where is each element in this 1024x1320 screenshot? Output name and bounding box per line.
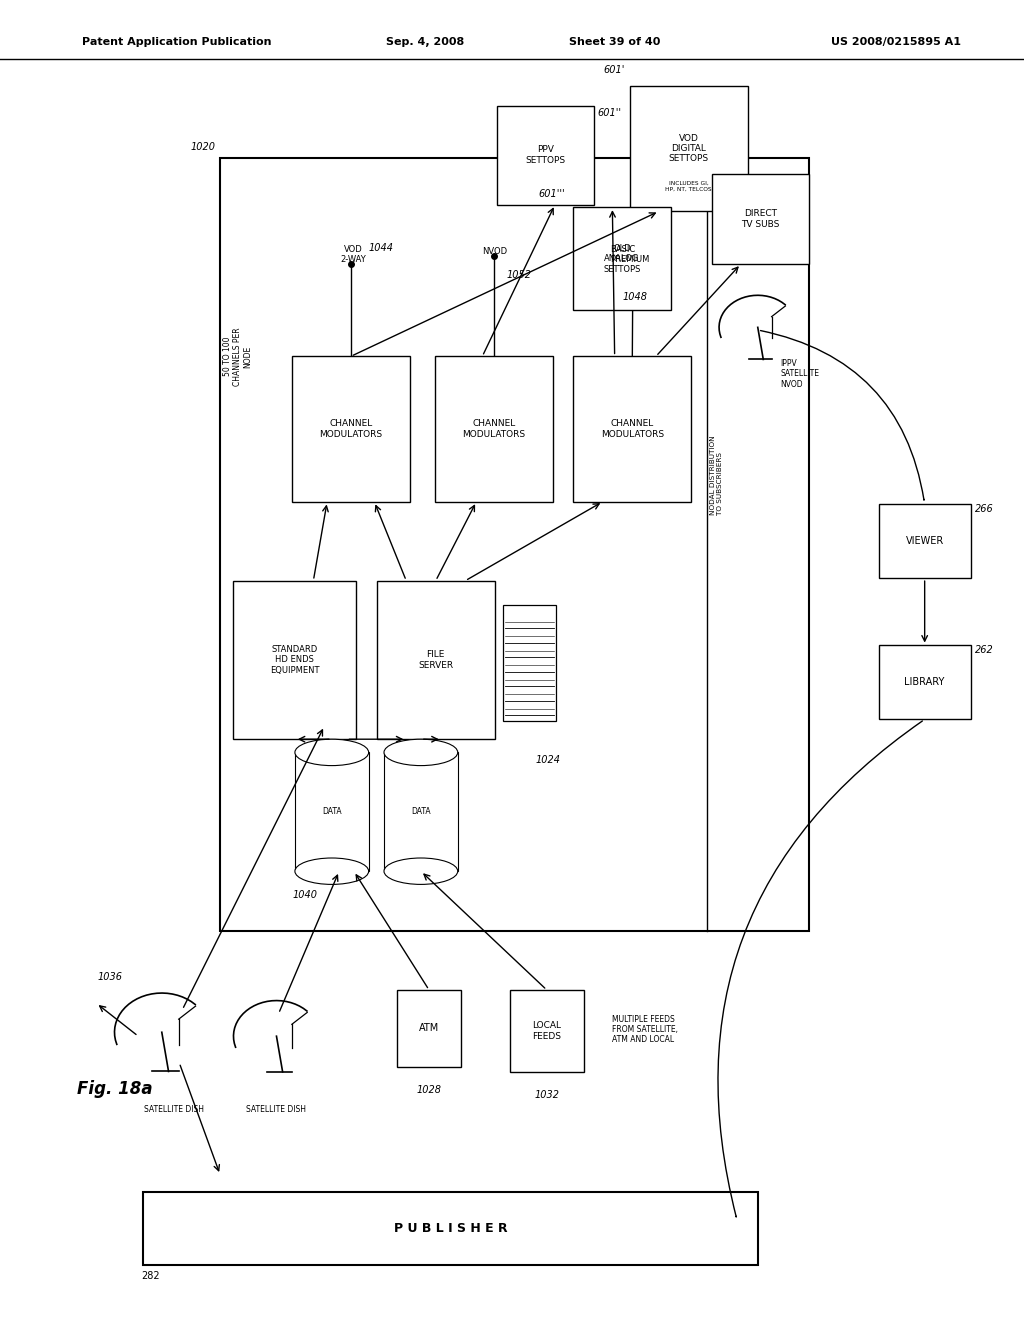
Text: STANDARD
HD ENDS
EQUIPMENT: STANDARD HD ENDS EQUIPMENT xyxy=(270,645,319,675)
Text: LIBRARY: LIBRARY xyxy=(904,677,945,688)
Ellipse shape xyxy=(384,858,458,884)
FancyBboxPatch shape xyxy=(397,990,461,1067)
FancyBboxPatch shape xyxy=(295,752,369,871)
Text: BASIC
PREMIUM: BASIC PREMIUM xyxy=(610,244,649,264)
Text: 601'': 601'' xyxy=(597,108,621,119)
Ellipse shape xyxy=(384,739,458,766)
Text: VIEWER: VIEWER xyxy=(905,536,944,546)
Text: NVOD: NVOD xyxy=(482,247,507,256)
Text: SATELLITE DISH: SATELLITE DISH xyxy=(144,1105,204,1114)
Text: 601': 601' xyxy=(603,65,625,75)
Text: VOD
DIGITAL
SETTOPS: VOD DIGITAL SETTOPS xyxy=(669,133,709,164)
Text: CHANNEL
MODULATORS: CHANNEL MODULATORS xyxy=(319,420,382,438)
Text: P U B L I S H E R: P U B L I S H E R xyxy=(394,1222,507,1234)
Text: Sep. 4, 2008: Sep. 4, 2008 xyxy=(386,37,464,48)
FancyBboxPatch shape xyxy=(435,356,553,502)
FancyBboxPatch shape xyxy=(143,1192,758,1265)
FancyBboxPatch shape xyxy=(220,158,809,931)
Text: 262: 262 xyxy=(975,645,993,656)
Text: 50 TO 100
CHANNELS PER
NODE: 50 TO 100 CHANNELS PER NODE xyxy=(222,327,253,385)
FancyBboxPatch shape xyxy=(377,581,495,739)
Text: 601''': 601''' xyxy=(539,189,565,199)
FancyBboxPatch shape xyxy=(384,752,458,871)
Text: 1032: 1032 xyxy=(535,1090,559,1101)
Text: INCLUDES GI,
HP, NT, TELCOS: INCLUDES GI, HP, NT, TELCOS xyxy=(666,181,712,191)
Text: DATA: DATA xyxy=(322,808,342,816)
Text: US 2008/0215895 A1: US 2008/0215895 A1 xyxy=(831,37,961,48)
Text: 1044: 1044 xyxy=(369,243,393,253)
Text: 1040: 1040 xyxy=(293,890,317,900)
FancyBboxPatch shape xyxy=(233,581,356,739)
Text: DATA: DATA xyxy=(411,808,431,816)
Text: 1020: 1020 xyxy=(190,141,215,152)
FancyBboxPatch shape xyxy=(630,86,748,211)
Text: LOCAL
FEEDS: LOCAL FEEDS xyxy=(532,1022,561,1040)
FancyBboxPatch shape xyxy=(879,504,971,578)
Text: 266: 266 xyxy=(975,504,993,515)
FancyBboxPatch shape xyxy=(712,174,809,264)
Text: FILE
SERVER: FILE SERVER xyxy=(418,651,454,669)
FancyBboxPatch shape xyxy=(879,645,971,719)
Text: Patent Application Publication: Patent Application Publication xyxy=(82,37,271,48)
Text: ATM: ATM xyxy=(419,1023,439,1034)
Text: Fig. 18a: Fig. 18a xyxy=(77,1080,153,1098)
Text: IPPV
SATELLITE
NVOD: IPPV SATELLITE NVOD xyxy=(780,359,819,389)
FancyBboxPatch shape xyxy=(292,356,410,502)
Ellipse shape xyxy=(295,739,369,766)
FancyBboxPatch shape xyxy=(573,207,671,310)
Text: 282: 282 xyxy=(141,1271,160,1282)
FancyBboxPatch shape xyxy=(573,356,691,502)
Text: DIRECT
TV SUBS: DIRECT TV SUBS xyxy=(741,210,779,228)
Text: 1028: 1028 xyxy=(417,1085,441,1096)
Text: NODAL DISTRIBUTION
TO SUBSCRIBERS: NODAL DISTRIBUTION TO SUBSCRIBERS xyxy=(710,436,723,515)
FancyArrowPatch shape xyxy=(718,721,923,1217)
Text: 1048: 1048 xyxy=(623,292,647,302)
Text: VOD
2-WAY: VOD 2-WAY xyxy=(340,244,367,264)
Text: 1052: 1052 xyxy=(507,269,531,280)
Text: 1024: 1024 xyxy=(536,755,560,766)
Text: PPV
SETTOPS: PPV SETTOPS xyxy=(525,145,565,165)
Ellipse shape xyxy=(295,858,369,884)
FancyBboxPatch shape xyxy=(510,990,584,1072)
Text: OLD
ANALOG
SETTOPS: OLD ANALOG SETTOPS xyxy=(603,244,641,273)
Text: CHANNEL
MODULATORS: CHANNEL MODULATORS xyxy=(463,420,525,438)
FancyArrowPatch shape xyxy=(761,330,925,500)
Text: CHANNEL
MODULATORS: CHANNEL MODULATORS xyxy=(601,420,664,438)
FancyBboxPatch shape xyxy=(497,106,594,205)
Text: SATELLITE DISH: SATELLITE DISH xyxy=(247,1105,306,1114)
Text: 1036: 1036 xyxy=(97,972,122,982)
Text: MULTIPLE FEEDS
FROM SATELLITE,
ATM AND LOCAL: MULTIPLE FEEDS FROM SATELLITE, ATM AND L… xyxy=(612,1015,678,1044)
Text: Sheet 39 of 40: Sheet 39 of 40 xyxy=(568,37,660,48)
